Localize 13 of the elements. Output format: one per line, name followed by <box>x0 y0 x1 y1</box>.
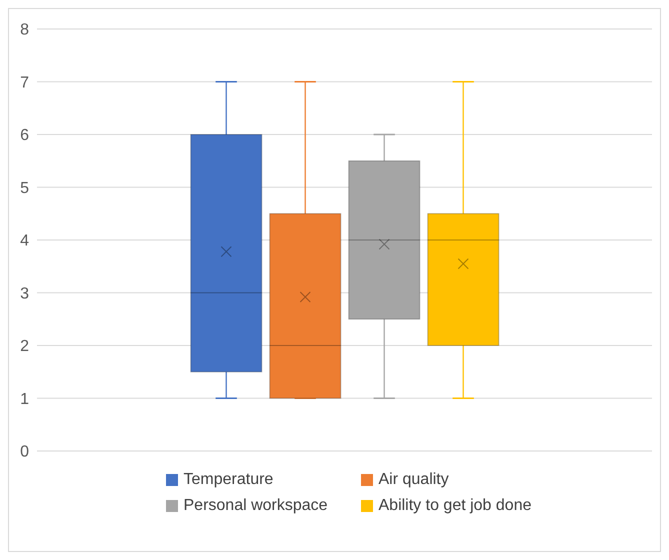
y-tick-label: 7 <box>20 74 30 92</box>
legend-label: Air quality <box>378 471 449 489</box>
y-tick-label: 5 <box>20 180 30 197</box>
y-tick-label: 3 <box>20 285 30 302</box>
y-tick-label: 2 <box>20 338 30 356</box>
y-tick-label: 4 <box>20 232 30 250</box>
y-tick-label: 6 <box>20 127 30 144</box>
legend-label: Personal workspace <box>184 497 328 515</box>
legend-label: Ability to get job done <box>378 497 532 515</box>
legend-label: Temperature <box>184 471 274 489</box>
y-tick-label: 1 <box>20 390 30 408</box>
y-tick-label: 8 <box>20 22 30 39</box>
y-tick-label: 0 <box>20 444 30 461</box>
